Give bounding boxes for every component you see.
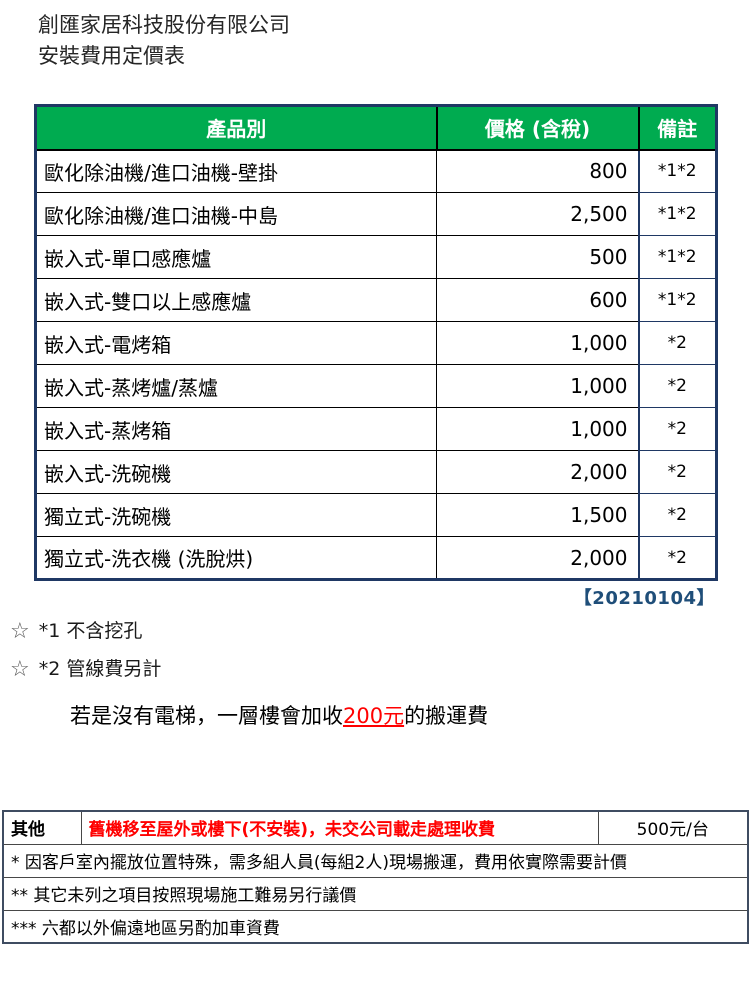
product-cell: 嵌入式-電烤箱 bbox=[35, 321, 437, 365]
other-label-cell: 其他 bbox=[2, 810, 82, 845]
elevator-note-highlight: 200元 bbox=[343, 704, 405, 728]
other-note-1: * 因客戶室內擺放位置特殊，需多組人員(每組2人)現場搬運，費用依實際需要計價 bbox=[2, 843, 749, 878]
other-note-2: ** 其它未列之項目按照現場施工難易另行議價 bbox=[2, 876, 749, 911]
product-cell: 獨立式-洗衣機 (洗脫烘) bbox=[35, 536, 437, 580]
table-row: 獨立式-洗衣機 (洗脫烘) 2,000 *2 bbox=[35, 536, 717, 580]
remarks-cell: *1*2 bbox=[637, 235, 717, 279]
price-cell: 2,000 bbox=[436, 450, 639, 494]
footnote-2-text: *2 管線費另計 bbox=[38, 658, 162, 680]
footnote-2: ☆ *2 管線費另計 bbox=[10, 654, 161, 682]
price-table-body: 歐化除油機/進口油機-壁掛 800 *1*2 歐化除油機/進口油機-中島 2,5… bbox=[35, 149, 717, 580]
price-table-header-row: 產品別 價格 (含稅) 備註 bbox=[34, 104, 718, 151]
other-note-row: * 因客戶室內擺放位置特殊，需多組人員(每組2人)現場搬運，費用依實際需要計價 bbox=[2, 843, 749, 878]
price-cell: 600 bbox=[436, 278, 639, 322]
price-cell: 500 bbox=[436, 235, 639, 279]
other-fees-table: 其他 舊機移至屋外或樓下(不安裝)，未交公司載走處理收費 500元/台 * 因客… bbox=[2, 810, 749, 944]
product-cell: 獨立式-洗碗機 bbox=[35, 493, 437, 537]
price-cell: 1,000 bbox=[436, 321, 639, 365]
price-cell: 1,000 bbox=[436, 407, 639, 451]
product-cell: 嵌入式-洗碗機 bbox=[35, 450, 437, 494]
column-header-price: 價格 (含稅) bbox=[435, 104, 640, 151]
remarks-cell: *2 bbox=[637, 321, 717, 365]
remarks-cell: *2 bbox=[637, 450, 717, 494]
product-cell: 歐化除油機/進口油機-中島 bbox=[35, 192, 437, 236]
column-header-product: 產品別 bbox=[34, 104, 438, 151]
price-cell: 1,500 bbox=[436, 493, 639, 537]
installation-price-table: 產品別 價格 (含稅) 備註 歐化除油機/進口油機-壁掛 800 *1*2 歐化… bbox=[34, 104, 718, 581]
elevator-surcharge-note: 若是沒有電梯，一層樓會加收200元的搬運費 bbox=[70, 700, 488, 730]
elevator-note-suffix: 的搬運費 bbox=[404, 704, 489, 728]
remarks-cell: *2 bbox=[637, 536, 717, 580]
remarks-cell: *2 bbox=[637, 493, 717, 537]
revision-date: 【20210104】 bbox=[573, 588, 715, 609]
table-row: 歐化除油機/進口油機-中島 2,500 *1*2 bbox=[35, 192, 717, 236]
product-cell: 嵌入式-蒸烤箱 bbox=[35, 407, 437, 451]
elevator-note-prefix: 若是沒有電梯，一層樓會加收 bbox=[70, 704, 343, 728]
column-header-remarks: 備註 bbox=[637, 104, 718, 151]
product-cell: 嵌入式-蒸烤爐/蒸爐 bbox=[35, 364, 437, 408]
footnote-1-text: *1 不含挖孔 bbox=[38, 620, 143, 642]
table-row: 嵌入式-雙口以上感應爐 600 *1*2 bbox=[35, 278, 717, 322]
price-cell: 1,000 bbox=[436, 364, 639, 408]
other-note-3: *** 六都以外偏遠地區另酌加車資費 bbox=[2, 909, 749, 944]
other-description-cell: 舊機移至屋外或樓下(不安裝)，未交公司載走處理收費 bbox=[80, 810, 599, 845]
footnote-1: ☆ *1 不含挖孔 bbox=[10, 616, 142, 644]
company-name: 創匯家居科技股份有限公司 bbox=[38, 13, 290, 37]
document-header: 創匯家居科技股份有限公司 安裝費用定價表 bbox=[38, 10, 290, 72]
table-row: 嵌入式-洗碗機 2,000 *2 bbox=[35, 450, 717, 494]
product-cell: 歐化除油機/進口油機-壁掛 bbox=[35, 149, 437, 193]
other-price-cell: 500元/台 bbox=[597, 810, 749, 845]
remarks-cell: *2 bbox=[637, 407, 717, 451]
remarks-cell: *1*2 bbox=[637, 192, 717, 236]
remarks-cell: *1*2 bbox=[637, 278, 717, 322]
other-fee-row: 其他 舊機移至屋外或樓下(不安裝)，未交公司載走處理收費 500元/台 bbox=[2, 810, 749, 845]
table-row: 嵌入式-蒸烤箱 1,000 *2 bbox=[35, 407, 717, 451]
page-title: 安裝費用定價表 bbox=[38, 44, 185, 68]
price-cell: 800 bbox=[436, 149, 639, 193]
other-note-row: ** 其它未列之項目按照現場施工難易另行議價 bbox=[2, 876, 749, 911]
table-row: 獨立式-洗碗機 1,500 *2 bbox=[35, 493, 717, 537]
product-cell: 嵌入式-雙口以上感應爐 bbox=[35, 278, 437, 322]
table-row: 嵌入式-蒸烤爐/蒸爐 1,000 *2 bbox=[35, 364, 717, 408]
table-row: 嵌入式-電烤箱 1,000 *2 bbox=[35, 321, 717, 365]
other-note-row: *** 六都以外偏遠地區另酌加車資費 bbox=[2, 909, 749, 944]
price-cell: 2,000 bbox=[436, 536, 639, 580]
price-cell: 2,500 bbox=[436, 192, 639, 236]
remarks-cell: *1*2 bbox=[637, 149, 717, 193]
star-icon: ☆ bbox=[10, 619, 30, 644]
table-row: 嵌入式-單口感應爐 500 *1*2 bbox=[35, 235, 717, 279]
star-icon: ☆ bbox=[10, 657, 30, 682]
product-cell: 嵌入式-單口感應爐 bbox=[35, 235, 437, 279]
remarks-cell: *2 bbox=[637, 364, 717, 408]
table-row: 歐化除油機/進口油機-壁掛 800 *1*2 bbox=[35, 149, 717, 193]
